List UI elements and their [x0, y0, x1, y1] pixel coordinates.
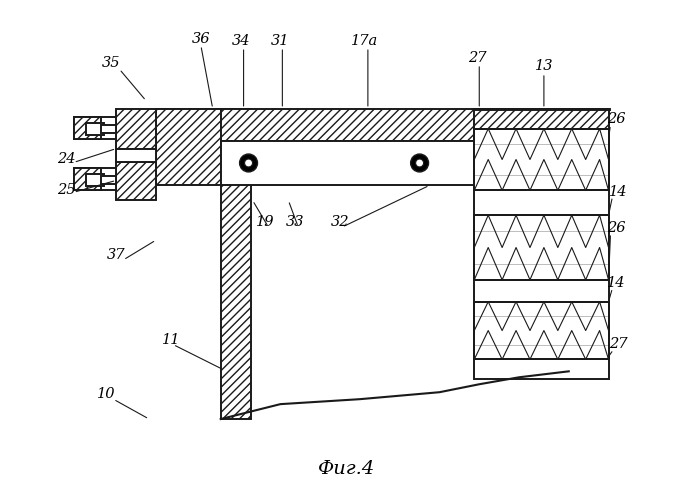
Bar — [474, 360, 609, 380]
Text: 27: 27 — [468, 51, 486, 65]
Text: 10: 10 — [97, 387, 116, 401]
Circle shape — [244, 159, 253, 167]
Bar — [474, 190, 609, 215]
Text: 14: 14 — [607, 276, 626, 290]
Circle shape — [239, 154, 257, 172]
Text: 19: 19 — [256, 215, 275, 229]
Bar — [474, 128, 609, 190]
Text: 13: 13 — [534, 59, 553, 73]
Bar — [87, 174, 104, 186]
Bar — [474, 280, 609, 301]
Bar — [101, 124, 117, 132]
Text: 31: 31 — [271, 34, 289, 48]
Text: 36: 36 — [192, 32, 210, 46]
Text: 34: 34 — [231, 34, 250, 48]
Bar — [87, 122, 104, 134]
Text: 26: 26 — [607, 221, 626, 235]
Circle shape — [411, 154, 428, 172]
Text: 35: 35 — [102, 56, 121, 70]
Bar — [101, 176, 117, 184]
Text: 25: 25 — [58, 184, 76, 198]
Text: 14: 14 — [609, 186, 628, 200]
Text: 27: 27 — [609, 338, 628, 351]
Bar — [156, 109, 221, 186]
Text: 37: 37 — [107, 248, 126, 262]
Bar — [474, 302, 609, 360]
Bar — [117, 148, 156, 162]
Bar — [74, 116, 101, 138]
Bar — [74, 116, 117, 138]
Text: 33: 33 — [286, 215, 305, 229]
Text: 32: 32 — [331, 215, 349, 229]
Text: 11: 11 — [162, 332, 180, 346]
Text: 17a: 17a — [351, 34, 378, 48]
Bar — [74, 168, 117, 190]
Circle shape — [416, 159, 423, 167]
Bar — [117, 109, 156, 148]
Text: 26: 26 — [607, 112, 626, 126]
Bar — [221, 109, 251, 419]
Bar — [474, 109, 609, 128]
Text: Фиг.4: Фиг.4 — [319, 460, 375, 478]
Bar — [156, 109, 499, 140]
Bar — [117, 162, 156, 200]
Bar — [474, 215, 609, 280]
Text: 24: 24 — [58, 152, 76, 166]
Bar — [74, 168, 101, 190]
Bar — [221, 140, 499, 186]
